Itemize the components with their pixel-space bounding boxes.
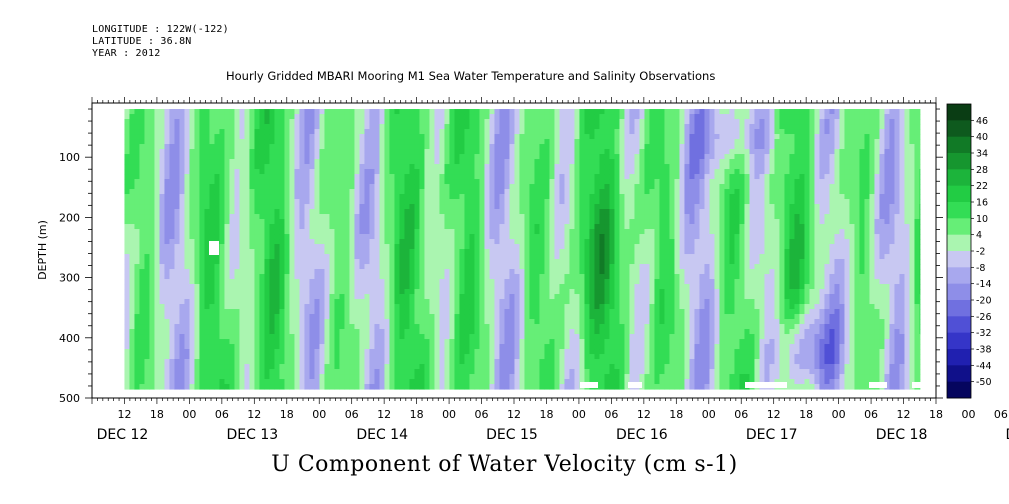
- colorbar-label: -26: [976, 312, 992, 323]
- latitude-text: LATITUDE : 36.8N: [92, 36, 192, 47]
- colorbar-swatch: [947, 202, 971, 219]
- x-hour-tick-label: 18: [929, 408, 943, 421]
- colorbar-swatch: [947, 316, 971, 334]
- x-hour-tick-label: 06: [215, 408, 229, 421]
- colorbar-swatch: [947, 169, 971, 187]
- colorbar-swatch: [947, 300, 971, 317]
- colorbar-label: -38: [976, 345, 992, 356]
- colorbar-swatch: [947, 218, 971, 236]
- colorbar-label: 4: [976, 230, 982, 241]
- missing-data-gap: [912, 382, 932, 388]
- x-hour-tick-label: 06: [604, 408, 618, 421]
- x-hour-tick-label: 00: [182, 408, 196, 421]
- colorbar-label: -44: [976, 361, 992, 372]
- x-day-label: DEC 14: [356, 427, 408, 443]
- colorbar-label: 22: [976, 181, 988, 192]
- x-day-label: DEC 18: [876, 427, 928, 443]
- colorbar-label: 34: [976, 149, 988, 160]
- x-hour-tick-label: 00: [312, 408, 326, 421]
- colorbar-label: -32: [976, 328, 992, 339]
- y-tick-label: 400: [59, 332, 80, 345]
- colorbar-swatch: [947, 185, 971, 203]
- x-hour-tick-label: 12: [897, 408, 911, 421]
- x-hour-tick-label: 12: [247, 408, 261, 421]
- colorbar-label: -8: [976, 263, 985, 274]
- y-axis-label: DEPTH (m): [36, 220, 49, 280]
- x-hour-tick-label: 18: [539, 408, 553, 421]
- colorbar-swatch: [947, 234, 971, 252]
- x-hour-tick-label: 12: [637, 408, 651, 421]
- x-hour-tick-label: 18: [669, 408, 683, 421]
- colorbar-swatch: [947, 251, 971, 268]
- x-hour-tick-label: 06: [345, 408, 359, 421]
- x-day-label: DEC 16: [616, 427, 668, 443]
- missing-data-gap: [745, 382, 787, 388]
- x-day-label: DEC 12: [97, 427, 149, 443]
- x-day-label: DEC 17: [746, 427, 798, 443]
- x-hour-tick-label: 06: [994, 408, 1008, 421]
- x-hour-tick-label: 18: [150, 408, 164, 421]
- x-day-label: DEC 13: [226, 427, 278, 443]
- x-hour-tick-label: 12: [767, 408, 781, 421]
- missing-data-gap: [580, 382, 598, 388]
- metadata-block: LONGITUDE : 122W(-122) LATITUDE : 36.8N …: [92, 24, 229, 60]
- x-hour-tick-label: 12: [117, 408, 131, 421]
- y-tick-label: 300: [59, 272, 80, 285]
- colorbar-label: 16: [976, 198, 988, 209]
- longitude-text: LONGITUDE : 122W(-122): [92, 24, 229, 35]
- y-tick-label: 500: [59, 392, 80, 405]
- colorbar-swatch: [947, 332, 971, 350]
- colorbar-label: -20: [976, 296, 992, 307]
- colorbar-swatch: [947, 136, 971, 154]
- x-hour-tick-label: 06: [864, 408, 878, 421]
- x-day-label: DEC 19: [1006, 427, 1009, 443]
- colorbar-label: -14: [976, 279, 992, 290]
- colorbar-label: 28: [976, 165, 988, 176]
- x-hour-tick-label: 00: [702, 408, 716, 421]
- colorbar-label: -50: [976, 377, 992, 388]
- colorbar-label: -2: [976, 247, 985, 258]
- x-day-label: DEC 15: [486, 427, 538, 443]
- colorbar-swatch: [947, 283, 971, 301]
- x-hour-tick-label: 18: [799, 408, 813, 421]
- colorbar-swatch: [947, 120, 971, 138]
- x-hour-tick-label: 00: [442, 408, 456, 421]
- colorbar-label: 40: [976, 132, 988, 143]
- colorbar-swatch: [947, 104, 971, 121]
- missing-data-gap: [209, 241, 219, 255]
- colorbar-swatch: [947, 267, 971, 285]
- colorbar-swatch: [947, 349, 971, 366]
- x-hour-tick-label: 12: [377, 408, 391, 421]
- colorbar-label: 46: [976, 116, 988, 127]
- colorbar-swatch: [947, 153, 971, 170]
- x-hour-tick-label: 18: [280, 408, 294, 421]
- colorbar-swatch: [947, 365, 971, 383]
- x-hour-tick-label: 00: [832, 408, 846, 421]
- chart-title: Hourly Gridded MBARI Mooring M1 Sea Wate…: [226, 69, 716, 83]
- y-tick-label: 200: [59, 211, 80, 224]
- missing-data-gap: [628, 382, 642, 388]
- x-hour-tick-label: 06: [475, 408, 489, 421]
- x-hour-tick-label: 00: [572, 408, 586, 421]
- year-text: YEAR : 2012: [92, 48, 161, 59]
- variable-title: U Component of Water Velocity (cm s-1): [271, 452, 738, 477]
- x-hour-tick-label: 06: [734, 408, 748, 421]
- colorbar-label: 10: [976, 214, 988, 225]
- colorbar-swatch: [947, 381, 971, 399]
- x-hour-tick-label: 00: [961, 408, 975, 421]
- y-tick-label: 100: [59, 151, 80, 164]
- x-hour-tick-label: 18: [410, 408, 424, 421]
- missing-data-gap: [869, 382, 887, 388]
- heatmap-field: [124, 109, 921, 390]
- x-hour-tick-label: 12: [507, 408, 521, 421]
